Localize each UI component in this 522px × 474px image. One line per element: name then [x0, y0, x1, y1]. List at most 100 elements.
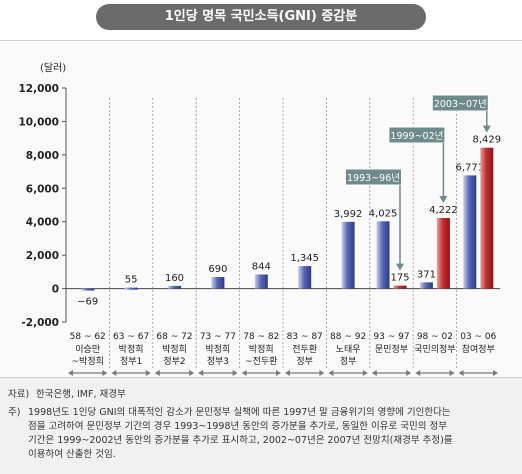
x-period-label: 03 ~ 06	[460, 332, 496, 342]
arrow-right-head	[276, 370, 281, 376]
bar-blue	[254, 274, 268, 289]
note-line: 기간은 1999~2002년 동안의 증가분을 추가로 표시하고, 2002~0…	[28, 435, 453, 446]
bar-red	[480, 147, 494, 289]
x-period-label: 58 ~ 62	[70, 332, 106, 342]
data-label: 8,429	[472, 135, 501, 146]
bar-blue	[168, 285, 181, 289]
x-era-label: 참여정부	[462, 343, 495, 355]
arrow-right-head	[232, 370, 238, 376]
chart-panel: (달러) 12,000 10,000 8,000 6,000 4,000 2,000 0 -2…	[0, 40, 522, 378]
bar-chart: (달러) 12,000 10,000 8,000 6,000 4,000 2,000 0 -2…	[18, 62, 501, 376]
x-period-label: 98 ~ 02	[417, 332, 453, 342]
arrow-right-head	[406, 370, 412, 376]
bar-blue	[124, 287, 138, 290]
y-tick-label: 0	[52, 284, 59, 296]
data-label: 160	[165, 273, 184, 284]
callout-label: 2003~07년	[434, 99, 487, 110]
y-tick-label: 6,000	[26, 183, 59, 195]
note-prefix: 주)	[8, 407, 21, 418]
arrow-left-head	[371, 370, 377, 376]
y-tick-label: -2,000	[21, 317, 59, 329]
arrow-right-head	[102, 370, 108, 376]
source-text: 한국은행, IMF, 재경부	[36, 389, 126, 400]
callout-label: 1999~02년	[390, 131, 443, 142]
callout-box	[431, 94, 489, 112]
arrow-right-head	[319, 370, 325, 376]
callout-arrow-head	[439, 196, 448, 204]
note-line: 1998년도 1인당 GNI의 대폭적인 감소가 문민정부 실책에 따른 199…	[28, 407, 451, 418]
bar-blue	[81, 288, 95, 291]
x-era-label: 정부	[296, 356, 313, 367]
data-label: −69	[77, 297, 98, 308]
x-era-label: 정부2	[163, 356, 185, 367]
arrow-right-head	[449, 370, 455, 376]
data-label: 4,222	[429, 205, 458, 216]
data-label: 844	[252, 261, 271, 272]
y-tick-label: 4,000	[26, 217, 59, 229]
arrow-left-head	[328, 370, 334, 376]
data-label: 6,771	[455, 162, 484, 173]
arrow-left-head	[68, 370, 73, 376]
x-era-label: 박정희	[205, 343, 230, 355]
y-tick-label: 12,000	[18, 83, 59, 95]
note-line: 점을 고려하여 문민정부 기간의 경우 1993~1998년 동안의 증가분을 …	[28, 421, 447, 432]
x-era-label: 노태우	[336, 344, 361, 355]
arrow-left-head	[415, 370, 421, 376]
bar-red	[436, 218, 450, 289]
data-label: 371	[417, 269, 436, 280]
arrow-right-head	[189, 370, 195, 376]
x-period-label: 73 ~ 77	[200, 332, 236, 342]
x-era-label: 국민의정부	[414, 344, 455, 355]
bar-blue	[211, 277, 225, 289]
x-period-label: 63 ~ 67	[113, 332, 149, 342]
arrow-left-head	[241, 370, 247, 376]
y-axis-label: (달러)	[40, 62, 66, 74]
callout-arrow-head	[396, 263, 404, 271]
x-era-label: 문민정부	[375, 344, 408, 355]
data-label: 3,992	[334, 209, 363, 220]
callout-label: 1993~96년	[347, 173, 400, 184]
x-era-label: 이승만	[75, 344, 100, 355]
callout-box	[388, 126, 446, 144]
arrow-left-head	[198, 370, 204, 376]
y-tick-label: 10,000	[18, 116, 59, 128]
x-era-label: 정부	[340, 356, 357, 367]
arrow-right-head	[362, 370, 368, 376]
x-period-label: 93 ~ 97	[373, 332, 409, 342]
x-period-label: 83 ~ 87	[287, 332, 323, 342]
data-label: 1,345	[290, 253, 319, 264]
y-tick-label: 8,000	[26, 150, 59, 162]
bar-blue	[341, 221, 355, 289]
arrow-left-head	[285, 370, 290, 376]
y-tick-label: 2,000	[26, 250, 59, 262]
arrow-right-head	[493, 370, 498, 376]
data-label: 690	[208, 264, 227, 275]
bar-blue	[376, 221, 390, 289]
x-era-label: 박정희	[249, 343, 274, 355]
bar-blue	[419, 282, 433, 289]
x-era-label: 박정희	[119, 343, 144, 355]
callout-box	[345, 168, 402, 186]
arrow-right-head	[145, 370, 151, 376]
x-era-label: ~박정희	[72, 355, 104, 367]
x-period-label: 88 ~ 92	[330, 332, 366, 342]
arrow-left-head	[111, 370, 117, 376]
x-era-label: 전두환	[292, 343, 317, 355]
x-era-label: 정부3	[207, 356, 229, 367]
chart-title: 1인당 명목 국민소득(GNI) 증감분	[96, 4, 426, 30]
x-era-label: ~전두환	[245, 355, 277, 367]
bar-blue	[298, 266, 312, 289]
callout-arrow-head	[482, 125, 491, 133]
x-era-label: 박정희	[162, 343, 187, 355]
data-label: 4,025	[369, 208, 398, 219]
bar-red	[393, 285, 407, 289]
x-era-label: 정부1	[120, 356, 142, 367]
source-prefix: 자료)	[8, 389, 30, 400]
data-label: 175	[390, 273, 409, 284]
notes-panel: 자료) 한국은행, IMF, 재경부 주) 1998년도 1인당 GNI의 대폭…	[0, 378, 522, 474]
arrow-left-head	[154, 370, 160, 376]
arrow-left-head	[458, 370, 464, 376]
x-period-label: 78 ~ 82	[243, 332, 279, 342]
x-period-label: 68 ~ 72	[156, 332, 192, 342]
bar-blue	[463, 175, 477, 289]
